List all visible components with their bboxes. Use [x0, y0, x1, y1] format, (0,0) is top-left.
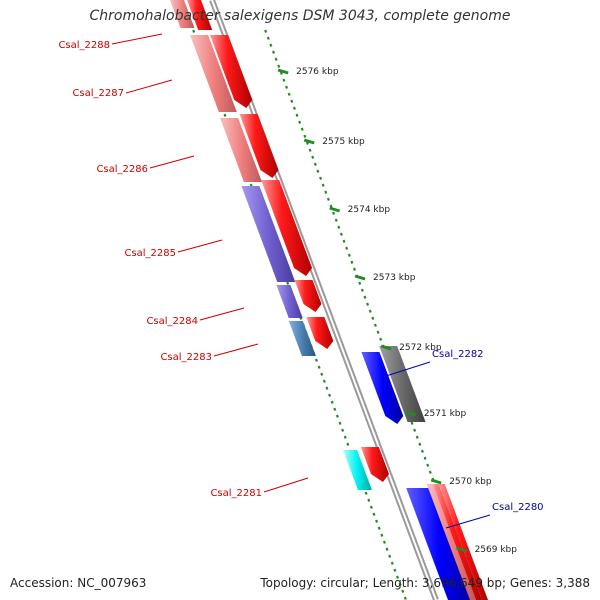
- leader-line: [385, 361, 431, 377]
- gene-label: Csal_2281: [210, 488, 262, 499]
- gene-block: [187, 0, 213, 30]
- leader-lines: [111, 33, 491, 529]
- tick-label: 2569 kbp: [475, 545, 518, 555]
- tick-marks: [277, 68, 468, 553]
- gene-blocks: [170, 0, 488, 600]
- tick-label: 2575 kbp: [322, 137, 365, 147]
- gene-block: [288, 321, 316, 356]
- tick-mark: [277, 68, 289, 75]
- tick-label: 2573 kbp: [373, 273, 416, 283]
- leader-line: [263, 477, 309, 493]
- tick-mark: [380, 344, 392, 351]
- topology-text: Topology: circular; Length: 3,696,649 bp…: [260, 576, 590, 590]
- tick-labels: 2576 kbp 2575 kbp 2574 kbp 2573 kbp 2572 kbp…: [296, 67, 517, 555]
- gene-block: [360, 447, 389, 482]
- leader-line: [213, 343, 259, 357]
- tick-mark: [303, 138, 315, 145]
- gene-block: [239, 114, 279, 178]
- gene-block: [220, 118, 262, 182]
- gene-block: [438, 484, 488, 600]
- gene-label: Csal_2288: [58, 40, 110, 51]
- gene-label: Csal_2286: [96, 164, 148, 175]
- gene-block: [306, 317, 334, 349]
- gene-block: [406, 488, 472, 600]
- tick-label: 2572 kbp: [399, 343, 442, 353]
- tick-mark: [430, 478, 442, 485]
- gene-block: [379, 346, 426, 422]
- leader-line: [177, 239, 223, 253]
- gene-block: [241, 186, 296, 282]
- gene-label: Csal_2284: [146, 316, 198, 327]
- tick-label: 2570 kbp: [449, 477, 492, 487]
- gene-labels: Csal_2288 Csal_2287 Csal_2286 Csal_2285 Csal…: [58, 40, 543, 513]
- leader-line: [199, 307, 245, 321]
- map-title: Chromohalobacter salexigens DSM 3043, co…: [89, 8, 511, 24]
- leader-line: [149, 155, 195, 169]
- leader-line: [111, 33, 163, 45]
- tick-mark: [329, 206, 341, 213]
- accession-text: Accession: NC_007963: [10, 576, 147, 590]
- gene-block: [276, 285, 303, 318]
- tick-label: 2571 kbp: [424, 409, 467, 419]
- gene-block: [170, 0, 195, 28]
- gene-block: [361, 352, 404, 424]
- gene-block: [261, 180, 313, 276]
- tick-label: 2576 kbp: [296, 67, 339, 77]
- gene-block: [190, 35, 237, 112]
- tick-mark: [456, 546, 468, 553]
- gene-label: Csal_2282: [432, 349, 484, 360]
- tick-mark: [354, 274, 366, 281]
- gene-block: [432, 484, 482, 600]
- tick-mark: [405, 410, 417, 417]
- gene-label: Csal_2287: [72, 88, 124, 99]
- gene-label: Csal_2285: [124, 248, 176, 259]
- tick-label: 2574 kbp: [348, 205, 391, 215]
- gene-block: [426, 484, 476, 600]
- gene-block: [343, 450, 372, 490]
- gene-label: Csal_2283: [160, 352, 212, 363]
- gene-label: Csal_2280: [492, 502, 544, 513]
- gene-block: [294, 280, 322, 312]
- leader-line: [445, 514, 491, 529]
- leader-line: [125, 79, 173, 94]
- gene-block: [210, 35, 253, 108]
